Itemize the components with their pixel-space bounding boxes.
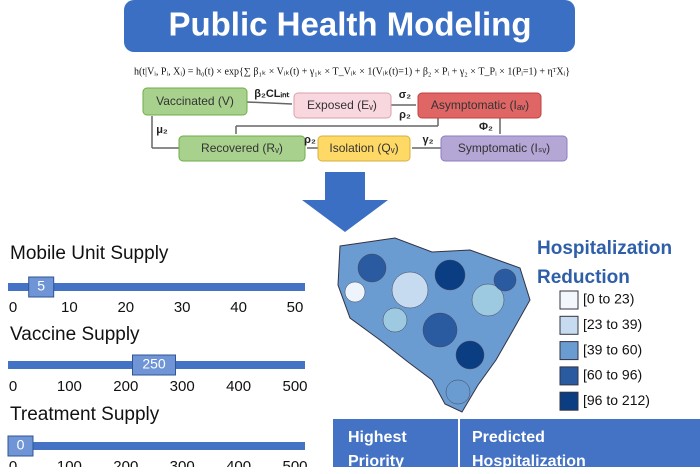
node-box [142, 87, 248, 116]
slider-tick-label: 50 [287, 299, 304, 316]
slider-tick-label: 100 [57, 378, 82, 395]
slider-label: Treatment Supply [10, 404, 160, 425]
slider-tick-label: 500 [282, 458, 307, 467]
edge-label: σ₂ [399, 89, 412, 101]
slider-handle[interactable] [28, 276, 55, 298]
legend-label: [39 to 60) [583, 341, 642, 357]
table-header-cell: Predicted Hospitalization [472, 429, 586, 470]
node-label: Asymptomatic (Iₐᵥ) [431, 98, 529, 112]
slider-tick-label: 400 [226, 458, 251, 467]
table-header [333, 419, 700, 467]
edge-label: ρ₂ [399, 109, 411, 121]
slider-tick-label: 500 [282, 378, 307, 395]
legend-swatch [559, 315, 579, 335]
legend-label: [96 to 212) [583, 392, 650, 408]
map [337, 237, 531, 413]
node-label: Recovered (Rᵥ) [201, 141, 283, 155]
slider-tick-label: 10 [61, 299, 78, 316]
slider-tick-label: 0 [9, 458, 17, 467]
legend-swatch [559, 391, 579, 411]
legend-label: [0 to 23) [583, 291, 634, 307]
edge-label: β₂CLᵢₙₜ [254, 88, 289, 100]
slider-tick-label: 200 [113, 458, 138, 467]
slider-tick-label: 30 [174, 299, 191, 316]
slider-handle[interactable] [132, 354, 176, 376]
node-label: Exposed (Eᵥ) [307, 98, 377, 112]
arrows [151, 101, 501, 149]
node-label: Symptomatic (Iₛᵥ) [458, 141, 550, 155]
slider-value: 0 [17, 437, 25, 453]
slider-track [8, 442, 305, 450]
slider-tick-label: 0 [9, 299, 17, 316]
slider-handle[interactable] [7, 435, 34, 457]
slider-value: 250 [142, 356, 166, 372]
slider-label: Mobile Unit Supply [10, 243, 169, 264]
slider-tick-label: 20 [117, 299, 134, 316]
node-box [317, 135, 411, 162]
legend-swatch [559, 290, 579, 310]
legend-title: Hospitalization Reduction [537, 238, 673, 288]
table-header-cell: Highest Priority [348, 429, 407, 470]
slider-track [8, 283, 305, 291]
slider-tick-label: 300 [170, 458, 195, 467]
slider-tick-label: 300 [170, 378, 195, 395]
edge-label: ρ₂ [304, 134, 316, 146]
slider-tick-label: 100 [57, 458, 82, 467]
down-arrow [302, 172, 388, 232]
legend-swatch [559, 366, 579, 386]
slider-tick-label: 200 [113, 378, 138, 395]
formula: h(t|Vᵢ, Pᵢ, Xᵢ) = h₀(t) × exp{∑ β₁ₖ × Vᵢ… [134, 66, 570, 77]
edge-label: μ₂ [156, 124, 168, 136]
flow-diagram: Vaccinated (V) Exposed (Eᵥ) Asymptomatic… [142, 87, 568, 162]
node-box [417, 92, 542, 119]
slider-tick-label: 400 [226, 378, 251, 395]
node-box [293, 92, 392, 119]
slider-tick-label: 0 [9, 378, 17, 395]
node-label: Vaccinated (V) [156, 94, 234, 108]
edge-label: Φ₂ [479, 121, 493, 133]
sliders: Mobile Unit Supply 0 10 20 30 40 50 5 Vaccine Su… [7, 243, 308, 467]
slider-label: Vaccine Supply [10, 324, 140, 345]
legend-label: [60 to 96) [583, 367, 642, 383]
slider-tick-label: 40 [230, 299, 247, 316]
map-legend: [0 to 23) [23 to 39) [39 to 60) [60 to 96) [… [559, 290, 650, 411]
node-box [178, 135, 306, 162]
legend-swatch [559, 341, 579, 361]
slider-value: 5 [37, 278, 45, 294]
edge-label: γ₂ [422, 134, 433, 146]
title: Public Health Modeling [168, 6, 531, 43]
title-box [124, 0, 575, 52]
node-label: Isolation (Qᵥ) [329, 141, 398, 155]
legend-label: [23 to 39) [583, 316, 642, 332]
node-box [440, 135, 568, 162]
